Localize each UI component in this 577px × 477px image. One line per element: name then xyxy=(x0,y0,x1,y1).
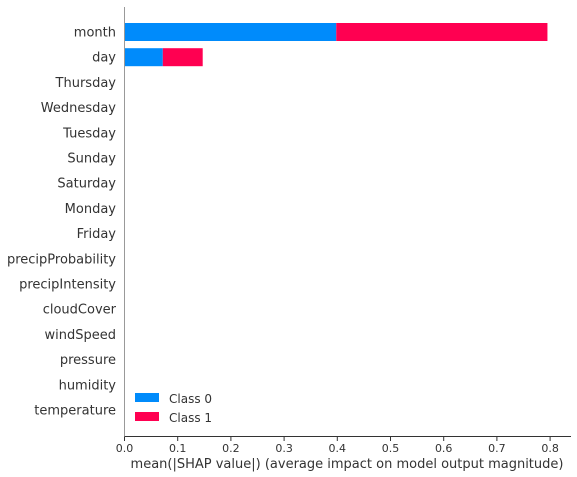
category-label: Thursday xyxy=(55,76,117,91)
legend-swatch xyxy=(135,412,159,421)
bar-class-0 xyxy=(124,23,337,41)
category-label: pressure xyxy=(60,353,116,368)
bar-class-0 xyxy=(124,48,163,67)
x-tick-label: 0.5 xyxy=(382,442,400,455)
x-axis-title: mean(|SHAP value|) (average impact on mo… xyxy=(131,457,564,472)
bar-class-1 xyxy=(162,48,203,67)
category-label: humidity xyxy=(59,378,117,393)
x-tick-label: 0.2 xyxy=(222,442,240,455)
category-label: Tuesday xyxy=(62,126,116,141)
x-tick-label: 0.1 xyxy=(169,442,187,455)
category-label: precipProbability xyxy=(7,252,116,267)
category-label: Monday xyxy=(65,202,117,217)
legend: Class 0 Class 1 xyxy=(135,392,212,425)
category-label: precipIntensity xyxy=(19,278,116,293)
x-tick-label: 0.3 xyxy=(275,442,293,455)
category-label: cloudCover xyxy=(43,303,117,318)
category-labels: month day Thursday Wednesday Tuesday Sunday Sa… xyxy=(7,26,117,419)
legend-label: Class 0 xyxy=(169,392,212,406)
category-label: Saturday xyxy=(57,177,116,192)
category-label: day xyxy=(92,51,116,66)
category-label: windSpeed xyxy=(45,328,117,343)
category-label: month xyxy=(74,26,116,41)
x-ticks: 0.0 0.1 0.2 0.3 0.4 0.5 0.6 0.7 0.8 xyxy=(116,436,559,455)
bar-class-1 xyxy=(336,23,548,41)
category-label: temperature xyxy=(34,404,116,419)
x-tick-label: 0.0 xyxy=(116,442,134,455)
x-tick-label: 0.6 xyxy=(435,442,453,455)
x-tick-label: 0.8 xyxy=(541,442,559,455)
x-tick-label: 0.4 xyxy=(329,442,347,455)
category-label: Wednesday xyxy=(41,101,117,116)
category-label: Friday xyxy=(77,227,117,242)
bars-layer xyxy=(124,23,548,67)
category-label: Sunday xyxy=(67,152,116,167)
legend-swatch xyxy=(135,393,159,402)
legend-label: Class 1 xyxy=(169,411,212,425)
x-tick-label: 0.7 xyxy=(488,442,506,455)
